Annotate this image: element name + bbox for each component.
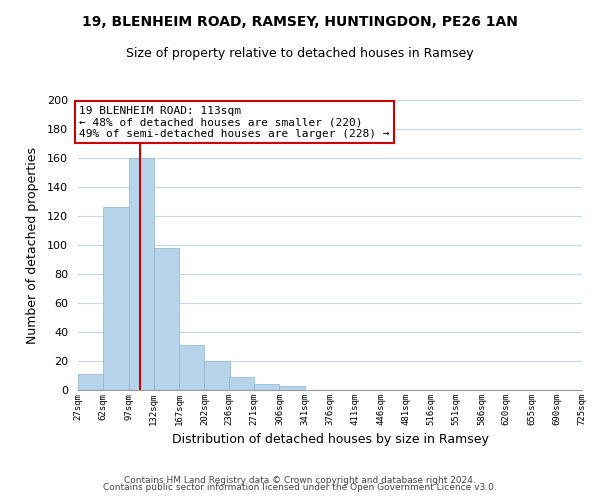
Bar [229,377,254,390]
Bar [103,208,128,390]
Bar [179,345,205,390]
Bar [205,361,230,390]
X-axis label: Distribution of detached houses by size in Ramsey: Distribution of detached houses by size … [172,434,488,446]
Bar [78,374,103,390]
Bar [280,386,305,390]
Text: Size of property relative to detached houses in Ramsey: Size of property relative to detached ho… [126,48,474,60]
Bar [254,384,280,390]
Bar [154,248,179,390]
Bar [128,158,154,390]
Text: Contains HM Land Registry data © Crown copyright and database right 2024.: Contains HM Land Registry data © Crown c… [124,476,476,485]
Text: Contains public sector information licensed under the Open Government Licence v3: Contains public sector information licen… [103,484,497,492]
Y-axis label: Number of detached properties: Number of detached properties [26,146,39,344]
Text: 19, BLENHEIM ROAD, RAMSEY, HUNTINGDON, PE26 1AN: 19, BLENHEIM ROAD, RAMSEY, HUNTINGDON, P… [82,15,518,29]
Text: 19 BLENHEIM ROAD: 113sqm
← 48% of detached houses are smaller (220)
49% of semi-: 19 BLENHEIM ROAD: 113sqm ← 48% of detach… [79,106,390,139]
